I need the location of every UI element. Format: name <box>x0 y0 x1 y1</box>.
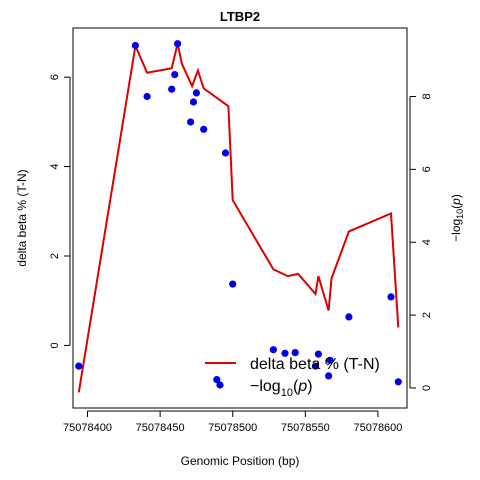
data-point <box>189 98 198 106</box>
data-point <box>325 372 333 380</box>
data-point <box>314 350 322 358</box>
data-point <box>131 41 139 50</box>
y-right-title-subscript: 10 <box>455 209 465 219</box>
x-tick-label: 75078600 <box>353 422 402 434</box>
y-left-axis: 0 2 4 6 <box>49 74 71 348</box>
y-right-tick-label: 0 <box>421 385 433 391</box>
y-right-title-paren-close: ) <box>449 194 463 198</box>
data-point <box>281 349 289 357</box>
data-point <box>187 118 195 126</box>
chart-title: LTBP2 <box>220 9 260 24</box>
y-right-title-paren-open: ( <box>449 205 463 209</box>
legend-point-paren-close: ) <box>307 378 312 395</box>
data-point <box>168 85 176 93</box>
x-axis-title: Genomic Position (bp) <box>181 454 300 468</box>
x-tick-label: 75078400 <box>63 422 112 434</box>
series-line-0 <box>77 42 400 393</box>
data-point <box>174 40 182 48</box>
legend-point-prefix: −log <box>250 378 281 395</box>
data-point <box>229 280 237 288</box>
y-right-tick-label: 4 <box>421 239 433 245</box>
data-point <box>345 313 353 321</box>
data-point <box>269 346 277 354</box>
plot-frame <box>72 27 408 409</box>
y-right-axis-title: −log10(p) <box>449 194 465 242</box>
data-point <box>213 376 221 384</box>
data-point <box>291 349 299 357</box>
y-right-title-prefix: −log <box>449 219 463 242</box>
legend-point-paren-open: ( <box>293 378 299 395</box>
legend-point-swatch <box>216 381 224 389</box>
y-left-tick-label: 4 <box>49 164 61 170</box>
legend-point-variable: p <box>297 378 307 395</box>
legend-point-label: −log10(p) <box>250 378 313 399</box>
data-point <box>221 149 230 157</box>
y-right-axis: 0 2 4 6 8 <box>409 93 433 391</box>
y-left-axis-title: delta beta % (T-N) <box>15 169 29 266</box>
data-point <box>171 71 179 79</box>
x-axis: 75078400 75078450 75078500 75078550 75078600 <box>63 410 402 434</box>
y-right-tick-label: 2 <box>421 312 433 318</box>
legend-point-subscript: 10 <box>281 387 293 399</box>
x-tick-label: 75078550 <box>281 422 330 434</box>
data-point <box>311 362 320 370</box>
y-left-tick-label: 6 <box>49 74 61 80</box>
data-point <box>200 125 208 133</box>
x-tick-label: 75078450 <box>136 422 185 434</box>
data-point <box>75 362 83 370</box>
legend: delta beta % (T-N) −log10(p) <box>205 356 380 399</box>
data-point <box>192 89 200 97</box>
y-left-tick-label: 2 <box>49 253 61 259</box>
y-left-tick-label: 0 <box>49 342 61 348</box>
x-tick-label: 75078500 <box>208 422 257 434</box>
legend-line-label: delta beta % (T-N) <box>250 356 380 373</box>
data-point <box>326 356 334 364</box>
y-right-tick-label: 6 <box>421 166 433 172</box>
data-point <box>387 293 395 301</box>
series-layer <box>75 40 402 393</box>
data-point <box>394 378 402 386</box>
y-right-tick-label: 8 <box>421 93 433 99</box>
data-point <box>143 92 151 101</box>
y-right-title-variable: p <box>449 198 463 206</box>
